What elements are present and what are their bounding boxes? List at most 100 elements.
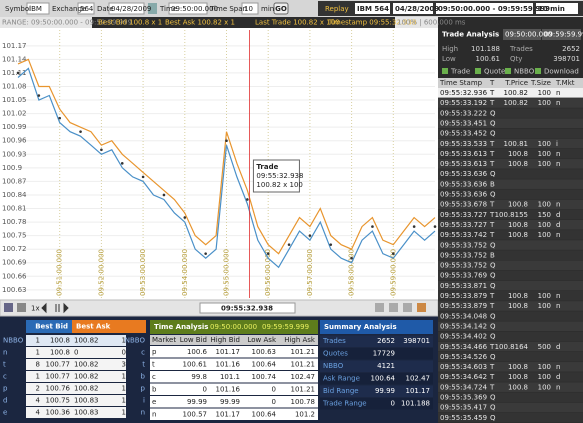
trade-row[interactable]: [438, 128, 583, 139]
trade-cell: T: [489, 231, 495, 239]
trade-row[interactable]: [438, 321, 583, 332]
time-analysis-cell: 101.1: [220, 373, 240, 381]
filter-label[interactable]: Download: [544, 68, 579, 76]
trade-cell: n: [556, 292, 560, 300]
chart: 101.17 101.14 101.11 101.08 101.05 101.02 100.…: [2, 30, 437, 298]
filter-label[interactable]: Trade: [450, 68, 470, 76]
trade-row[interactable]: [438, 362, 583, 372]
bbo-row: [26, 371, 126, 382]
summary-value: 2652: [377, 337, 395, 345]
trade-cell: 500: [538, 343, 551, 351]
trade-row[interactable]: [438, 209, 583, 220]
trade-cell: 100.8155: [495, 211, 528, 219]
stat-label: Low: [442, 55, 456, 63]
trade-row[interactable]: [438, 98, 583, 108]
trade-row[interactable]: [438, 179, 583, 189]
trade-cell: Q: [490, 282, 496, 290]
trade-cell: n: [556, 150, 560, 158]
trade-row[interactable]: [438, 199, 583, 210]
column-header: T.Price: [504, 79, 528, 87]
trade-row[interactable]: [438, 412, 583, 423]
replay-span-box[interactable]: [536, 3, 578, 14]
bid-title: Best Bid: [35, 323, 68, 331]
trade-cell: Q: [490, 353, 496, 361]
trade-row[interactable]: [438, 280, 583, 291]
trade-row[interactable]: [438, 250, 583, 260]
trade-row[interactable]: [438, 240, 583, 250]
bbo-row: [26, 347, 126, 358]
exchange-input[interactable]: [77, 2, 95, 15]
print-icon[interactable]: [17, 303, 26, 312]
trade-cell: d: [556, 221, 560, 229]
trade-row[interactable]: [438, 118, 583, 129]
time-analysis-end: 09:59:59.999: [262, 323, 309, 331]
go-button[interactable]: [273, 2, 289, 15]
filter-checkbox[interactable]: [535, 68, 541, 74]
filter-label[interactable]: Quote: [484, 68, 505, 76]
trade-cell: 100.8: [508, 292, 528, 300]
trade-row[interactable]: [438, 392, 583, 403]
trade-row[interactable]: [438, 341, 583, 352]
bbo-cell: t: [3, 361, 6, 369]
span-input[interactable]: [241, 2, 259, 15]
settings-icon[interactable]: [417, 303, 426, 312]
trade-row[interactable]: [438, 372, 583, 382]
trade-row[interactable]: [438, 270, 583, 281]
filter-checkbox[interactable]: [505, 68, 511, 74]
calendar-button[interactable]: [148, 3, 157, 14]
trade-row[interactable]: [438, 301, 583, 311]
trade-end-box: [542, 29, 581, 40]
trade-row[interactable]: [438, 169, 583, 179]
trade-row[interactable]: [438, 189, 583, 200]
replay-span[interactable]: 10 min: [538, 5, 565, 13]
trade-row[interactable]: [438, 148, 583, 159]
bbo-cell: 100.83: [74, 397, 99, 405]
trade-row[interactable]: [438, 351, 583, 362]
speed: 1x: [31, 305, 40, 313]
pan-icon[interactable]: [375, 303, 384, 312]
trade-cell: 100: [538, 383, 551, 391]
trade-row[interactable]: [438, 402, 583, 413]
filter-checkbox[interactable]: [442, 68, 448, 74]
trade-cell: 09:55:33.451: [440, 119, 487, 127]
save-icon[interactable]: [4, 303, 13, 312]
trade-row[interactable]: [438, 260, 583, 271]
trade-cell: T: [489, 150, 495, 158]
cursor-tooltip: [252, 159, 300, 193]
summary-row: [320, 360, 433, 372]
go[interactable]: GO: [275, 5, 287, 13]
y-tick-label: 100.93: [2, 150, 27, 158]
trade-cell: 09:55:35.459: [440, 414, 487, 422]
time-analysis-cell: 100.74: [252, 373, 277, 381]
trade-cell: Q: [490, 333, 496, 341]
trade-row[interactable]: [438, 138, 583, 149]
trade-row[interactable]: [438, 230, 583, 240]
trade-row[interactable]: [438, 108, 583, 118]
trade-row[interactable]: [438, 88, 583, 98]
filter-label[interactable]: NBBO: [514, 68, 535, 76]
summary-label: Bid Range: [323, 387, 359, 395]
y-tick-label: 101.08: [2, 82, 27, 90]
bbo-cell: 100.82: [74, 373, 99, 381]
symbol-input[interactable]: [26, 2, 50, 15]
trade-row[interactable]: [438, 159, 583, 169]
date-input[interactable]: [108, 2, 145, 15]
trade-dot: [412, 225, 416, 228]
time-input[interactable]: [168, 2, 208, 15]
trade-cell: d: [556, 343, 560, 351]
trade-dot: [392, 252, 395, 256]
time-analysis-cell: 0: [272, 386, 276, 394]
playback-buttons[interactable]: [41, 302, 69, 314]
zoom-out-icon[interactable]: [403, 303, 412, 312]
trade-row[interactable]: [438, 219, 583, 230]
time-analysis-row: [150, 371, 318, 383]
trade-row[interactable]: [438, 311, 583, 321]
trade-cell: 100.8: [508, 363, 528, 371]
trade-row[interactable]: [438, 331, 583, 342]
time-slider[interactable]: [199, 302, 296, 314]
trade-dot: [79, 130, 82, 133]
trade-row[interactable]: [438, 291, 583, 301]
filter-checkbox[interactable]: [475, 68, 481, 74]
trade-row[interactable]: [438, 382, 583, 392]
zoom-in-icon[interactable]: [389, 303, 398, 312]
